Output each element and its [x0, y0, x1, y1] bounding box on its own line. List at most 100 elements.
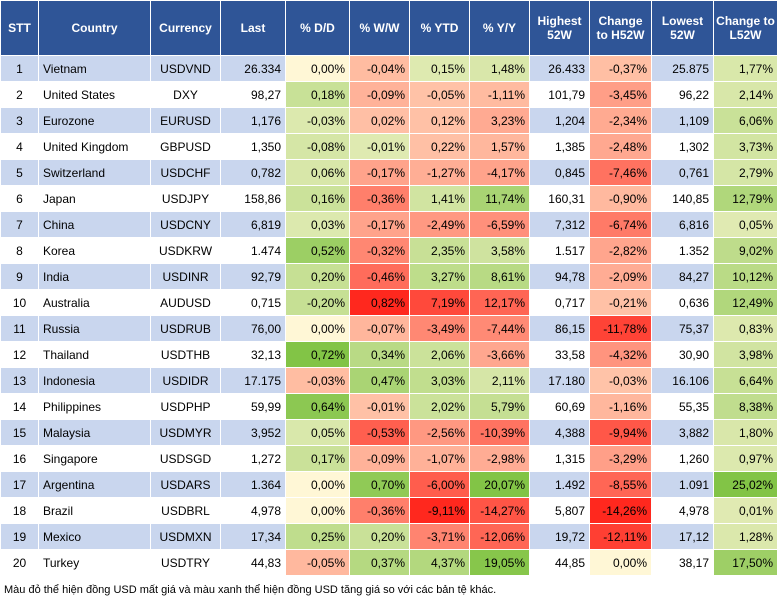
table-cell: 17,50%: [714, 550, 777, 576]
table-cell: USDRUB: [151, 316, 221, 342]
table-cell: 3,952: [221, 420, 286, 446]
table-cell: Eurozone: [39, 108, 151, 134]
table-cell: 160,31: [530, 186, 590, 212]
table-cell: 1.474: [221, 238, 286, 264]
table-cell: 55,35: [652, 394, 714, 420]
header-cell: % W/W: [350, 1, 410, 56]
table-cell: 0,20%: [350, 524, 410, 550]
table-cell: Mexico: [39, 524, 151, 550]
table-cell: 3,98%: [714, 342, 777, 368]
table-cell: 8: [1, 238, 39, 264]
table-cell: 60,69: [530, 394, 590, 420]
table-cell: 20: [1, 550, 39, 576]
table-cell: 7,312: [530, 212, 590, 238]
table-cell: 0,00%: [286, 56, 350, 82]
table-cell: -3,66%: [470, 342, 530, 368]
table-cell: 1,260: [652, 446, 714, 472]
table-cell: 1,57%: [470, 134, 530, 160]
table-cell: 0,05%: [286, 420, 350, 446]
table-cell: -12,06%: [470, 524, 530, 550]
table-cell: 12: [1, 342, 39, 368]
table-cell: USDCHF: [151, 160, 221, 186]
table-cell: 19,05%: [470, 550, 530, 576]
table-cell: USDKRW: [151, 238, 221, 264]
table-cell: -8,55%: [590, 472, 652, 498]
table-cell: 0,17%: [286, 446, 350, 472]
table-cell: 2,14%: [714, 82, 777, 108]
table-cell: 13: [1, 368, 39, 394]
table-cell: -0,32%: [350, 238, 410, 264]
table-cell: -0,08%: [286, 134, 350, 160]
table-cell: 1.517: [530, 238, 590, 264]
table-cell: 0,97%: [714, 446, 777, 472]
table-cell: 5,807: [530, 498, 590, 524]
table-cell: -2,09%: [590, 264, 652, 290]
table-cell: -0,21%: [590, 290, 652, 316]
table-cell: 3,03%: [410, 368, 470, 394]
table-cell: -14,27%: [470, 498, 530, 524]
table-cell: 1: [1, 56, 39, 82]
table-cell: 1,28%: [714, 524, 777, 550]
table-cell: USDTRY: [151, 550, 221, 576]
table-cell: 0,70%: [350, 472, 410, 498]
table-cell: 1,80%: [714, 420, 777, 446]
table-cell: -0,03%: [286, 368, 350, 394]
table-cell: -6,74%: [590, 212, 652, 238]
table-cell: 0,01%: [714, 498, 777, 524]
table-cell: -0,90%: [590, 186, 652, 212]
table-cell: 7,19%: [410, 290, 470, 316]
table-cell: -10,39%: [470, 420, 530, 446]
table-cell: 5: [1, 160, 39, 186]
table-cell: United Kingdom: [39, 134, 151, 160]
table-cell: -0,20%: [286, 290, 350, 316]
table-cell: -0,04%: [350, 56, 410, 82]
table-cell: 98,27: [221, 82, 286, 108]
table-cell: 1,41%: [410, 186, 470, 212]
table-cell: 1,385: [530, 134, 590, 160]
table-cell: 0,06%: [286, 160, 350, 186]
table-cell: 17.180: [530, 368, 590, 394]
table-cell: -4,17%: [470, 160, 530, 186]
table-cell: 2,06%: [410, 342, 470, 368]
table-cell: -0,53%: [350, 420, 410, 446]
table-cell: -0,01%: [350, 134, 410, 160]
table-cell: 1,204: [530, 108, 590, 134]
header-cell: STT: [1, 1, 39, 56]
table-cell: 33,58: [530, 342, 590, 368]
table-cell: 17,34: [221, 524, 286, 550]
table-cell: 0,717: [530, 290, 590, 316]
table-cell: -1,27%: [410, 160, 470, 186]
table-cell: 158,86: [221, 186, 286, 212]
table-cell: 12,79%: [714, 186, 777, 212]
table-cell: 86,15: [530, 316, 590, 342]
table-cell: 38,17: [652, 550, 714, 576]
table-cell: 0,00%: [286, 472, 350, 498]
table-cell: 1,77%: [714, 56, 777, 82]
table-cell: 0,83%: [714, 316, 777, 342]
table-cell: Turkey: [39, 550, 151, 576]
table-cell: Malaysia: [39, 420, 151, 446]
table-cell: 30,90: [652, 342, 714, 368]
header-cell: Lowest 52W: [652, 1, 714, 56]
table-cell: Philippines: [39, 394, 151, 420]
table-cell: 1.091: [652, 472, 714, 498]
table-cell: 8,38%: [714, 394, 777, 420]
table-cell: -11,78%: [590, 316, 652, 342]
table-cell: 0,02%: [350, 108, 410, 134]
table-cell: 15: [1, 420, 39, 446]
table-cell: 92,79: [221, 264, 286, 290]
table-cell: -14,26%: [590, 498, 652, 524]
table-cell: 4,978: [652, 498, 714, 524]
header-cell: Highest 52W: [530, 1, 590, 56]
table-cell: 84,27: [652, 264, 714, 290]
table-cell: 8,61%: [470, 264, 530, 290]
table-cell: -0,09%: [350, 446, 410, 472]
table-cell: China: [39, 212, 151, 238]
